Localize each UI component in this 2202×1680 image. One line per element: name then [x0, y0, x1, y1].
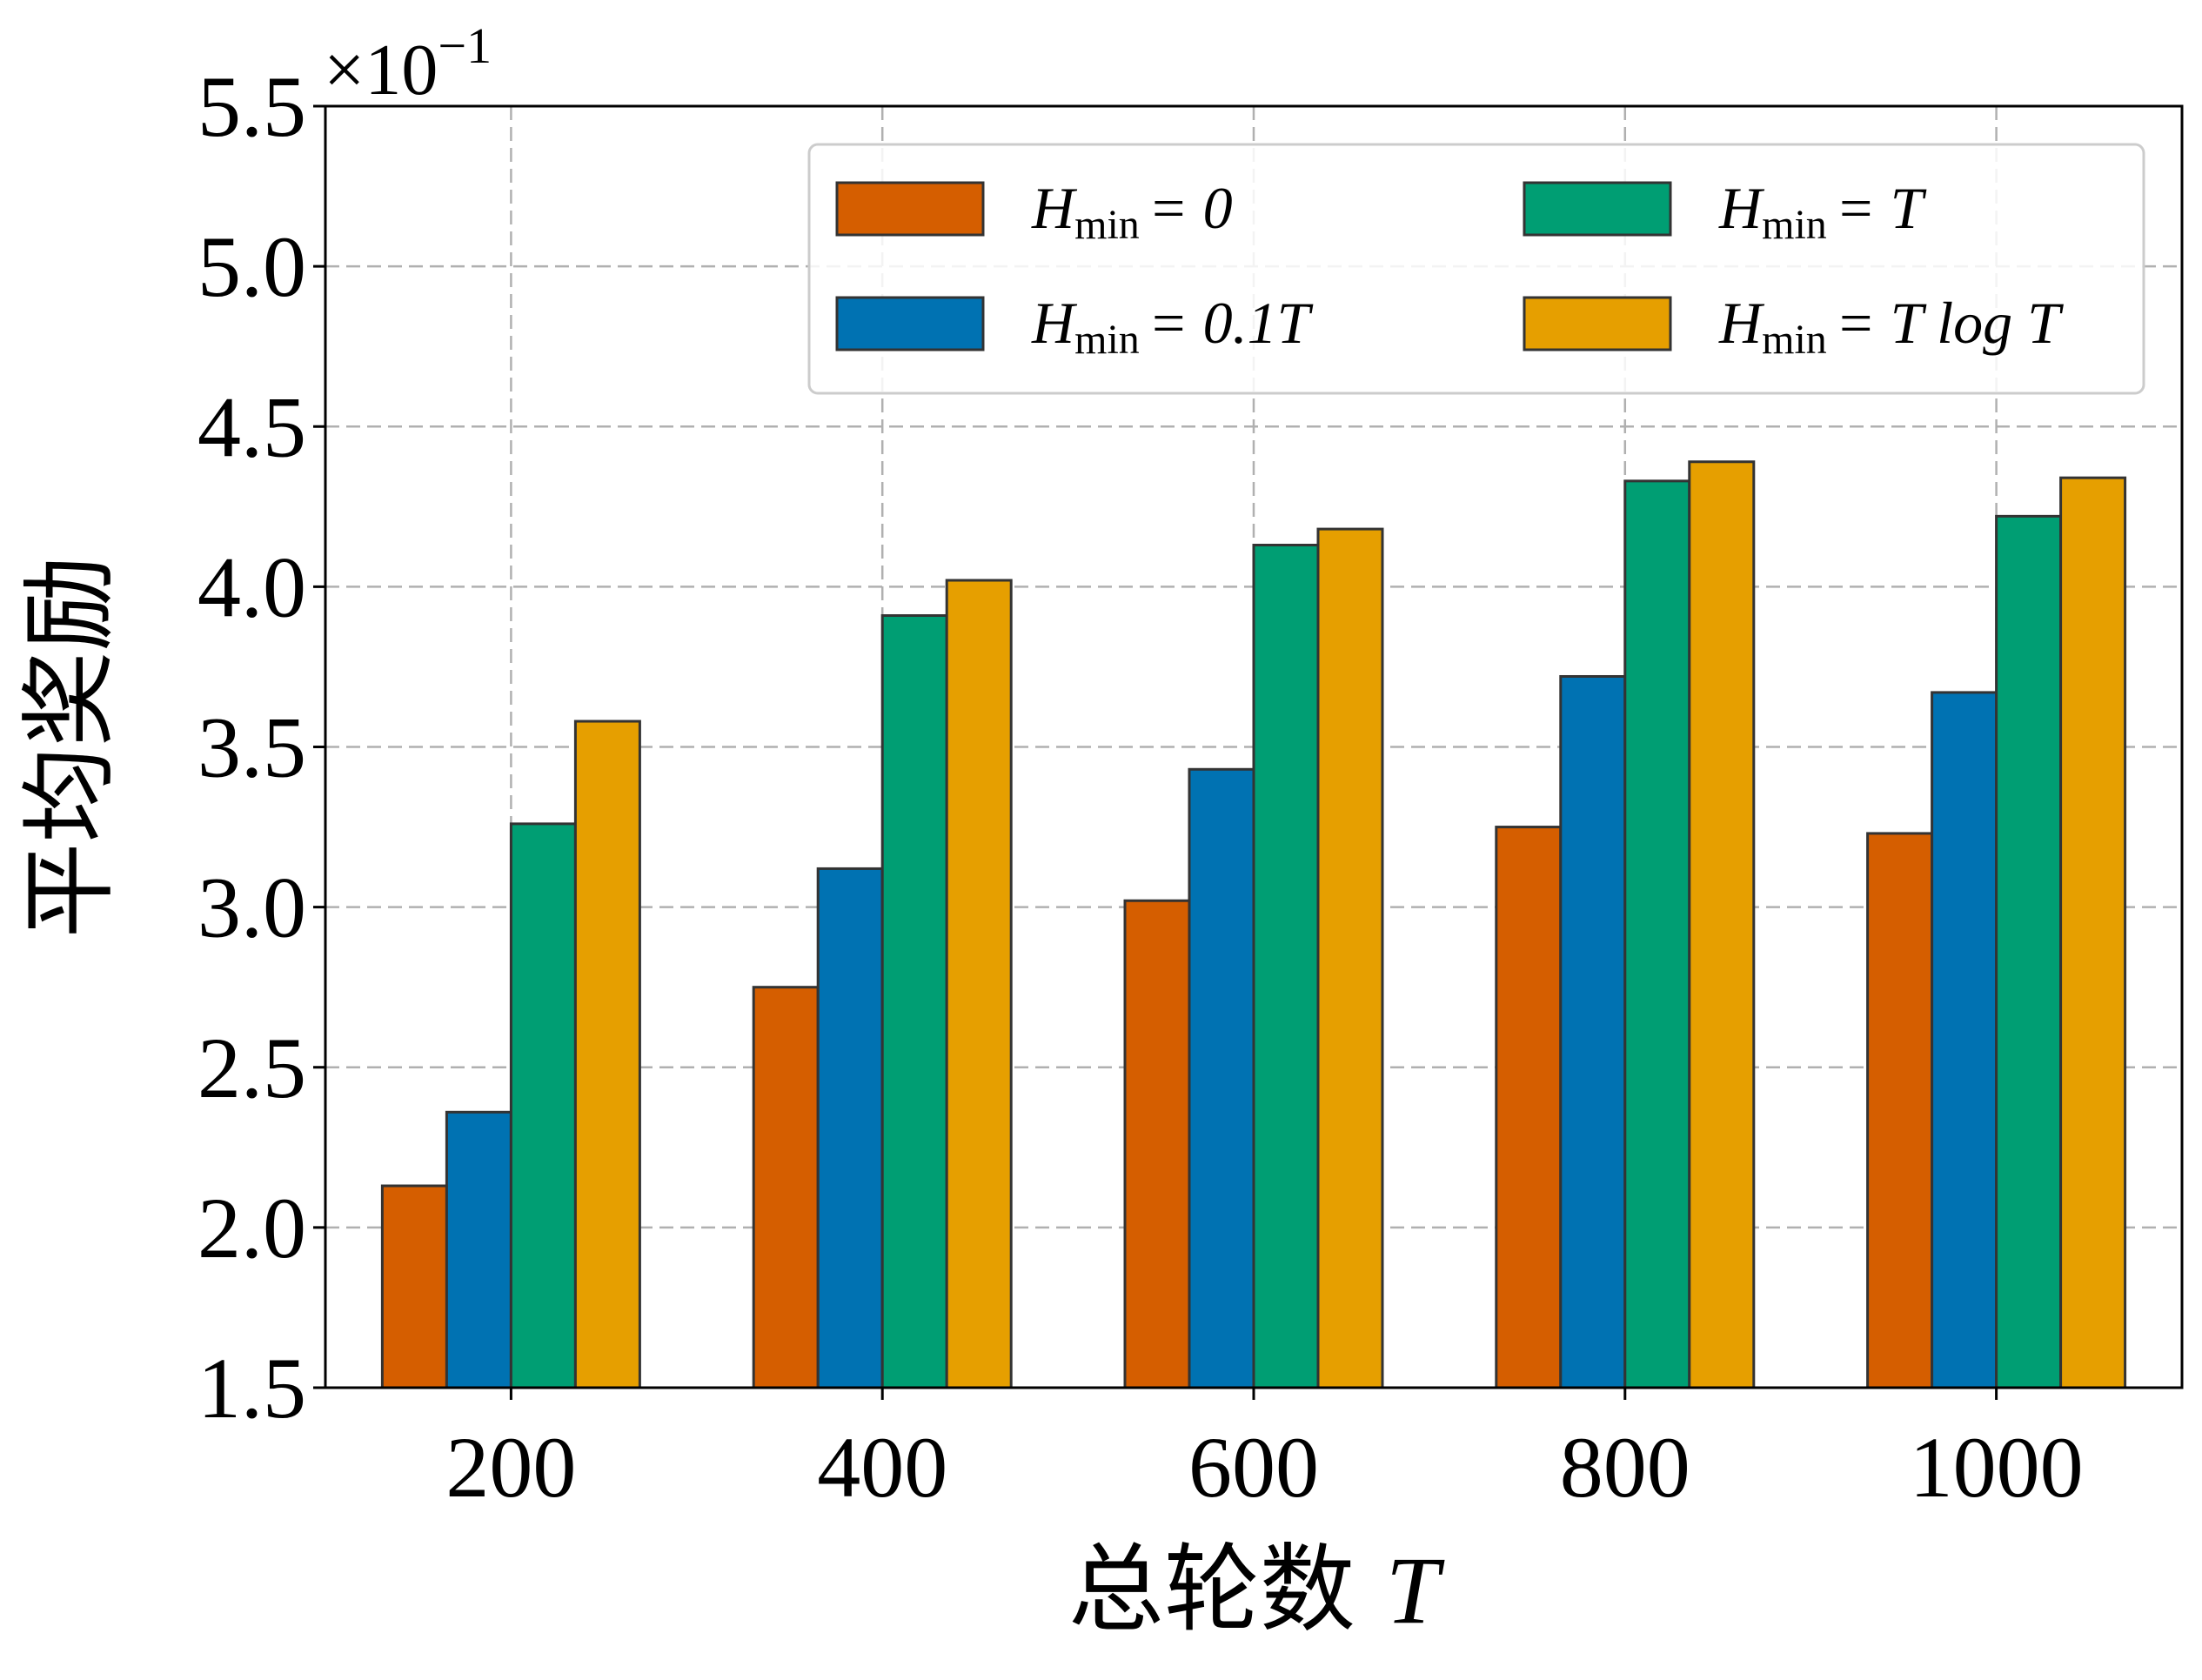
- legend-label: Hmin = 0.1T: [1031, 290, 1314, 363]
- x-axis-label: 总轮数 T: [1068, 1534, 1445, 1645]
- bar: [1995, 514, 2063, 1389]
- bar: [1495, 826, 1563, 1389]
- y-tick-label: 3.0: [197, 860, 306, 956]
- y-tick-label: 1.5: [197, 1340, 306, 1436]
- y-tick-label: 2.0: [197, 1180, 306, 1276]
- y-tick-label: 4.5: [197, 378, 306, 475]
- legend-swatch: [1523, 296, 1672, 351]
- legend-swatch: [835, 181, 985, 237]
- y-tick-label: 5.0: [197, 218, 306, 315]
- bar: [1623, 479, 1691, 1389]
- bar: [1931, 691, 1998, 1389]
- bar: [1123, 899, 1191, 1389]
- x-tick-label: 200: [445, 1419, 576, 1516]
- bar: [1316, 527, 1384, 1389]
- bar: [1866, 832, 1934, 1389]
- legend: Hmin = 0 Hmin = 0.1T Hmin = T Hmin = T log T: [807, 143, 2145, 395]
- bar: [509, 822, 577, 1389]
- bar: [880, 614, 948, 1389]
- y-tick-label: 2.5: [197, 1020, 306, 1116]
- legend-swatch: [1523, 181, 1672, 237]
- legend-label: Hmin = T: [1718, 175, 1927, 248]
- bar: [945, 579, 1013, 1389]
- bar: [752, 986, 820, 1389]
- bars: [380, 460, 2127, 1389]
- bar: [1252, 544, 1320, 1389]
- y-tick-label: 5.5: [197, 58, 306, 155]
- bar: [1688, 460, 1756, 1389]
- y-tick-label: 4.0: [197, 539, 306, 635]
- bar: [1559, 674, 1627, 1389]
- x-tick-label: 800: [1560, 1419, 1690, 1516]
- x-axis-ticks: 200 400 600 800 1000: [445, 1388, 2084, 1516]
- y-axis-ticks: 1.5 2.0 2.5 3.0 3.5 4.0 4.5 5.0 5.5: [197, 58, 325, 1436]
- x-tick-label: 400: [817, 1419, 947, 1516]
- bar: [816, 867, 884, 1389]
- x-tick-label: 600: [1188, 1419, 1319, 1516]
- legend-label: Hmin = T log T: [1718, 290, 2064, 363]
- legend-frame: [807, 143, 2145, 395]
- bar: [573, 720, 641, 1389]
- legend-swatch: [835, 296, 985, 351]
- y-tick-label: 3.5: [197, 699, 306, 796]
- legend-label: Hmin = 0: [1031, 175, 1233, 248]
- y-axis-multiplier: ×10−1: [324, 17, 492, 110]
- bar: [380, 1184, 448, 1389]
- bar: [1188, 767, 1255, 1389]
- x-tick-label: 1000: [1910, 1419, 2084, 1516]
- y-axis-label: 平均奖励: [14, 556, 125, 939]
- bar: [2059, 476, 2127, 1389]
- bar: [445, 1110, 512, 1389]
